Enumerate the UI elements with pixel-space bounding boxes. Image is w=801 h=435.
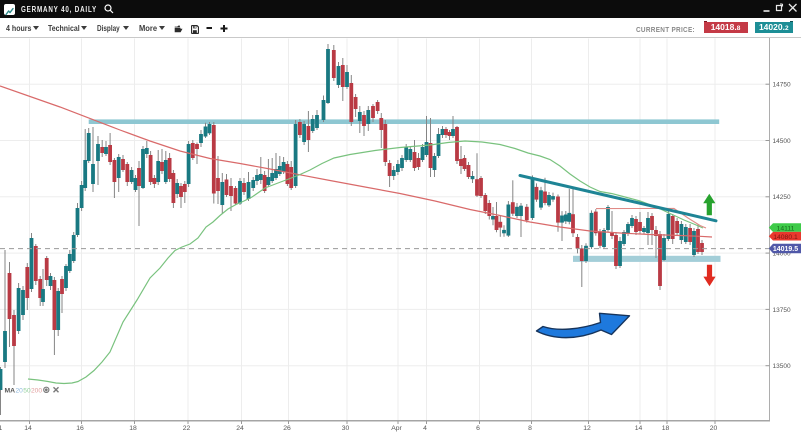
svg-text:20: 20 [16,388,24,395]
svg-text:MA: MA [5,388,16,395]
svg-text:24: 24 [236,425,244,432]
svg-text:8: 8 [528,425,532,432]
svg-text:14500: 14500 [773,138,791,145]
svg-text:12: 12 [583,425,591,432]
svg-text:13500: 13500 [773,363,791,370]
svg-text:16: 16 [76,425,84,432]
svg-text:200: 200 [31,388,42,395]
svg-text:18: 18 [129,425,137,432]
svg-text:Apr: Apr [391,425,402,432]
svg-text:14750: 14750 [773,82,791,89]
svg-text:6: 6 [476,425,480,432]
svg-text:13750: 13750 [773,307,791,314]
svg-text:4: 4 [423,425,427,432]
svg-text:14111: 14111 [777,225,795,232]
svg-text:14: 14 [635,425,643,432]
svg-text:50: 50 [23,388,31,395]
svg-text:1: 1 [0,425,3,432]
svg-text:14250: 14250 [773,194,791,201]
svg-text:26: 26 [283,425,291,432]
svg-text:20: 20 [710,425,718,432]
svg-text:14019.5: 14019.5 [773,246,798,253]
svg-text:18: 18 [662,425,670,432]
svg-text:30: 30 [342,425,350,432]
svg-text:14000: 14000 [773,251,791,258]
svg-text:22: 22 [183,425,191,432]
svg-text:14: 14 [24,425,32,432]
svg-text:14080.1: 14080.1 [773,234,798,241]
